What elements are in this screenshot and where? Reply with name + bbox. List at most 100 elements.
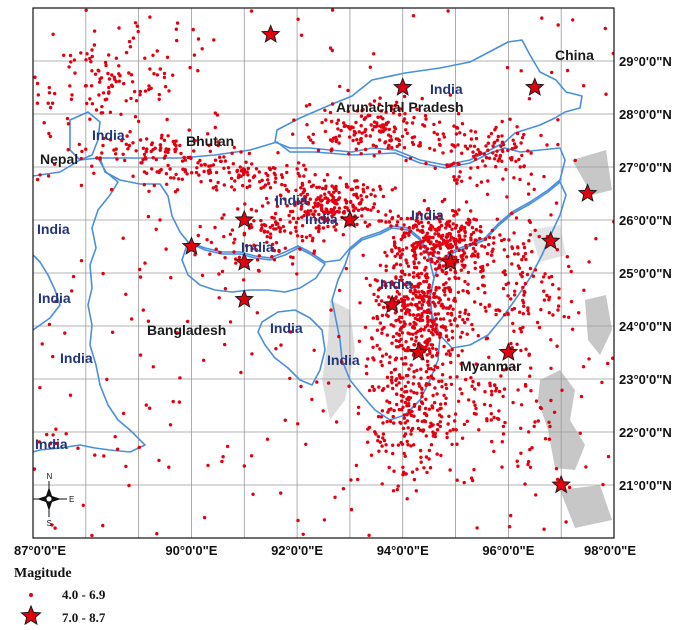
event-dot	[213, 225, 217, 230]
event-dot	[249, 454, 254, 458]
event-dot	[401, 362, 406, 366]
event-dot	[408, 322, 412, 326]
event-dot	[487, 242, 491, 247]
event-dot	[406, 345, 410, 350]
event-dot	[433, 227, 437, 231]
event-dot	[404, 158, 408, 163]
event-dot	[171, 73, 175, 77]
event-dot	[399, 308, 404, 313]
event-dot	[255, 311, 259, 315]
event-dot	[395, 223, 399, 227]
event-dot	[409, 216, 413, 221]
event-dot	[556, 23, 560, 27]
event-dot	[103, 98, 108, 102]
event-dot	[398, 343, 403, 348]
event-dot	[250, 162, 254, 166]
event-dot	[415, 304, 419, 308]
event-dot	[503, 420, 507, 425]
event-dot	[450, 244, 455, 249]
y-tick-label: 24°0'0"N	[619, 319, 672, 334]
event-dot	[124, 292, 128, 296]
event-dot	[516, 464, 520, 468]
event-dot	[442, 325, 446, 330]
event-dot	[514, 159, 518, 163]
event-dot	[458, 387, 462, 391]
event-dot	[371, 356, 375, 360]
event-dot	[403, 282, 407, 287]
event-dot	[152, 183, 156, 188]
event-dot	[138, 275, 143, 279]
event-dot	[370, 336, 374, 340]
event-dot	[443, 197, 447, 202]
event-dot	[380, 313, 385, 318]
event-dot	[392, 368, 397, 372]
event-dot	[266, 201, 270, 205]
event-dot	[455, 324, 459, 328]
event-dot	[244, 160, 248, 164]
event-dot	[332, 225, 336, 229]
event-dot	[137, 445, 141, 450]
event-dot	[308, 233, 312, 238]
event-dot	[412, 275, 416, 279]
event-dot	[400, 315, 404, 320]
event-dot	[603, 26, 607, 31]
event-dot	[446, 239, 450, 244]
y-tick-label: 21°0'0"N	[619, 478, 672, 493]
event-dot	[367, 425, 372, 430]
event-dot	[231, 162, 235, 166]
event-dot	[252, 219, 256, 223]
event-dot	[446, 338, 451, 342]
event-dot	[433, 364, 437, 368]
event-dot	[460, 224, 464, 228]
event-dot	[390, 381, 394, 385]
event-dot	[396, 484, 400, 488]
event-dot	[300, 234, 304, 239]
event-dot	[443, 402, 448, 406]
event-dot	[417, 407, 422, 411]
event-dot	[393, 254, 397, 258]
event-dot	[526, 462, 530, 467]
event-dot	[401, 465, 405, 469]
event-dot	[326, 224, 330, 229]
event-dot	[433, 232, 437, 236]
event-dot	[344, 201, 349, 205]
event-dot	[196, 233, 200, 238]
event-dot	[354, 463, 359, 468]
event-dot	[88, 117, 92, 121]
event-dot	[68, 393, 73, 397]
event-dot	[364, 134, 368, 138]
event-dot	[407, 233, 411, 237]
event-dot	[166, 163, 170, 168]
event-dot	[459, 362, 463, 366]
event-dot	[374, 144, 378, 149]
event-dot	[221, 455, 225, 459]
event-dot	[424, 383, 428, 387]
event-dot	[454, 428, 458, 432]
event-dot	[473, 266, 477, 270]
event-dot	[354, 185, 358, 190]
event-dot	[422, 198, 427, 203]
event-dot	[564, 520, 568, 524]
event-dot	[326, 211, 331, 215]
event-dot	[482, 402, 487, 407]
event-dot	[79, 183, 84, 188]
event-dot	[205, 238, 209, 242]
event-dot	[273, 211, 278, 216]
event-dot	[287, 213, 291, 218]
map-frame	[32, 7, 615, 539]
event-dot	[163, 154, 168, 158]
event-dot	[278, 193, 283, 197]
event-dot	[487, 156, 492, 160]
event-dot	[438, 142, 442, 147]
event-dot	[442, 344, 446, 349]
event-dot	[502, 237, 506, 242]
event-dot	[434, 267, 438, 271]
event-dot	[398, 327, 403, 331]
event-dot	[273, 166, 277, 171]
y-tick-label: 25°0'0"N	[619, 266, 672, 281]
event-dot	[150, 167, 154, 171]
event-dot	[436, 312, 441, 316]
event-dot	[442, 288, 446, 293]
event-dot	[197, 173, 201, 177]
event-dot	[440, 379, 444, 383]
